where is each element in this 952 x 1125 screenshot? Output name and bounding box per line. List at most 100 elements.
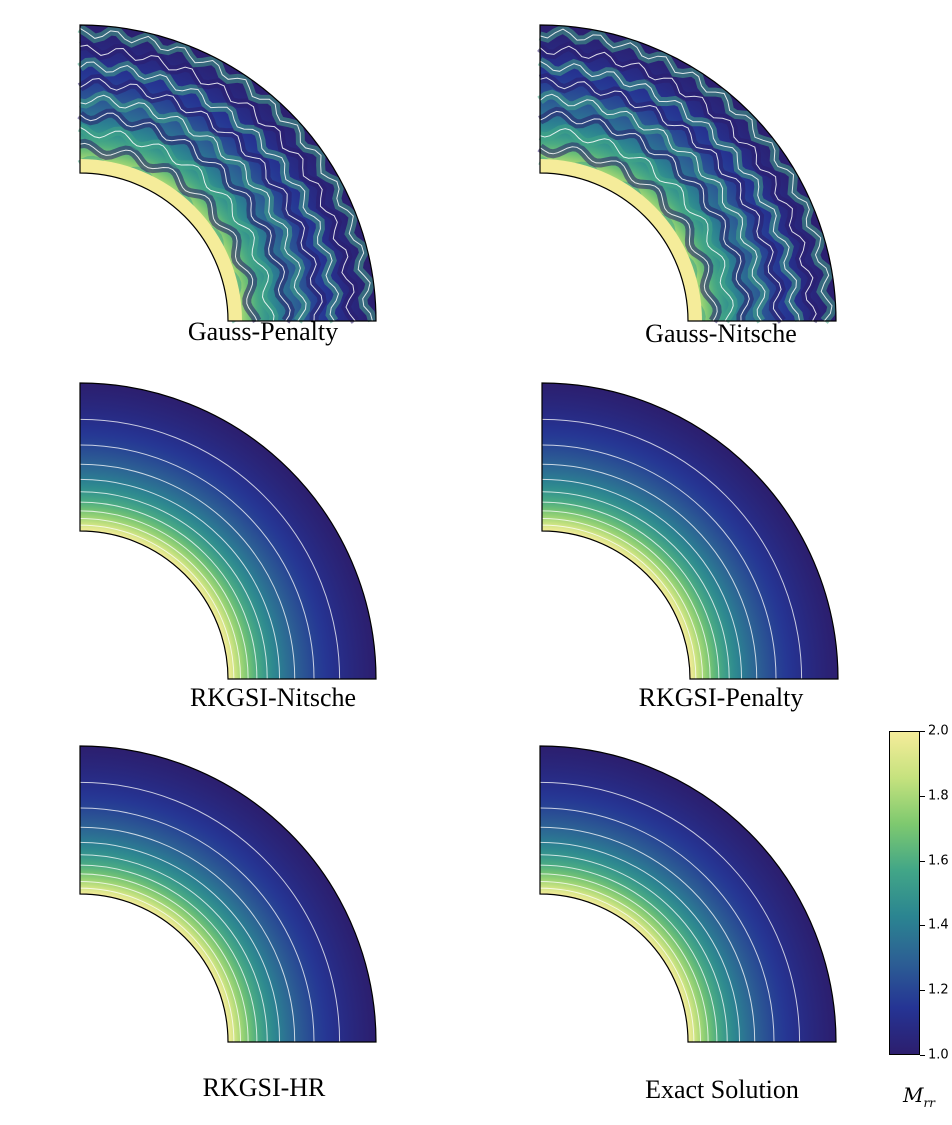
panel-rkgsi-penalty xyxy=(541,380,841,680)
contour-line xyxy=(539,880,702,1043)
inner-band xyxy=(80,159,242,321)
caption-exact-solution: Exact Solution xyxy=(645,1075,799,1104)
contour-line xyxy=(79,44,356,322)
contour-line xyxy=(539,45,817,322)
plot-gauss-nitsche xyxy=(537,5,856,341)
caption-gauss-penalty: Gauss-Penalty xyxy=(187,317,339,346)
colorbar-tick xyxy=(920,861,925,862)
contour-line xyxy=(539,28,833,322)
contour-line xyxy=(79,61,340,322)
panel-gauss-penalty xyxy=(77,5,396,341)
contour-line xyxy=(539,128,734,322)
colorbar-tick xyxy=(920,990,925,991)
plot-rkgsi-hr xyxy=(79,745,377,1043)
contour-line xyxy=(79,142,258,322)
domain-outline xyxy=(539,745,837,1043)
field-fill xyxy=(80,383,376,679)
contour-line xyxy=(541,510,711,680)
contour-line xyxy=(79,841,281,1043)
contour-line xyxy=(79,463,296,680)
contour-line xyxy=(539,77,783,322)
plot-gauss-penalty xyxy=(77,5,396,341)
plot-exact-solution xyxy=(539,745,837,1043)
contour-line xyxy=(79,517,242,680)
inner-band xyxy=(540,159,702,321)
contour-line xyxy=(79,873,249,1043)
contour-line xyxy=(79,94,307,322)
colorbar-tick xyxy=(920,731,925,732)
contour-line xyxy=(539,873,709,1043)
field-fill xyxy=(80,746,376,1042)
colorbar-tick xyxy=(920,925,925,926)
inner-mask xyxy=(80,173,228,321)
contour-line xyxy=(79,864,258,1043)
domain-outline xyxy=(79,382,377,680)
domain-outline xyxy=(79,24,377,322)
contour-line xyxy=(541,501,720,680)
panel-rkgsi-hr xyxy=(79,743,379,1043)
contour-line xyxy=(539,110,750,322)
contour-line xyxy=(541,524,697,680)
contour-line xyxy=(79,478,281,680)
colorbar-tick-label: 1.0 xyxy=(928,1047,949,1063)
contour-line xyxy=(541,491,730,680)
contour-line xyxy=(539,854,728,1043)
colorbar-tick xyxy=(920,1055,925,1056)
contour-line xyxy=(539,826,756,1043)
domain-outline xyxy=(541,382,839,680)
contour-line xyxy=(79,501,258,680)
colorbar xyxy=(889,731,920,1055)
contour-line xyxy=(539,146,718,322)
field-fill xyxy=(540,25,836,321)
caption-rkgsi-penalty: RKGSI-Penalty xyxy=(638,683,804,712)
colorbar-label-subscript: rr xyxy=(923,1096,935,1110)
domain-outline xyxy=(539,24,837,322)
plot-rkgsi-penalty xyxy=(541,382,839,680)
contour-line xyxy=(79,887,235,1043)
contour-line xyxy=(79,27,373,322)
contour-line xyxy=(539,887,695,1043)
panel-rkgsi-nitsche xyxy=(79,380,379,680)
caption-gauss-nitsche: Gauss-Nitsche xyxy=(645,319,797,348)
colorbar-tick-label: 1.4 xyxy=(928,917,949,933)
outer-mask xyxy=(540,5,856,341)
plot-rkgsi-nitsche xyxy=(79,382,377,680)
field-fill xyxy=(542,383,838,679)
contour-line xyxy=(541,478,743,680)
contour-line xyxy=(79,807,315,1043)
contour-line xyxy=(79,444,315,680)
contour-line xyxy=(79,826,296,1043)
colorbar-tick-label: 1.2 xyxy=(928,982,949,998)
contour-line xyxy=(539,864,718,1043)
contour-line xyxy=(79,77,323,322)
colorbar-label-symbol: M xyxy=(903,1083,924,1107)
contour-line xyxy=(79,112,291,322)
contour-line xyxy=(79,510,249,680)
colorbar-label: Mrr xyxy=(903,1083,935,1110)
domain-outline xyxy=(79,745,377,1043)
field-fill xyxy=(540,746,836,1042)
colorbar-tick-label: 1.6 xyxy=(928,853,949,869)
panel-exact-solution xyxy=(539,743,839,1043)
contour-line xyxy=(79,491,268,680)
contour-line xyxy=(541,418,803,680)
contour-line xyxy=(539,93,766,322)
contour-line xyxy=(79,126,275,322)
contour-line xyxy=(79,880,242,1043)
contour-line xyxy=(539,807,775,1043)
contour-line xyxy=(79,524,235,680)
contour-line xyxy=(541,444,777,680)
colorbar-tick-label: 2.0 xyxy=(928,723,949,739)
contour-line xyxy=(79,854,268,1043)
contour-line xyxy=(541,517,704,680)
contour-line xyxy=(539,781,801,1043)
panel-gauss-nitsche xyxy=(537,5,856,341)
contour-line xyxy=(539,60,801,322)
caption-rkgsi-nitsche: RKGSI-Nitsche xyxy=(189,683,357,712)
contour-line xyxy=(541,463,758,680)
contour-line xyxy=(79,418,341,680)
inner-mask xyxy=(540,173,688,321)
contour-line xyxy=(539,841,741,1043)
colorbar-tick-label: 1.8 xyxy=(928,788,949,804)
contour-line xyxy=(79,781,341,1043)
